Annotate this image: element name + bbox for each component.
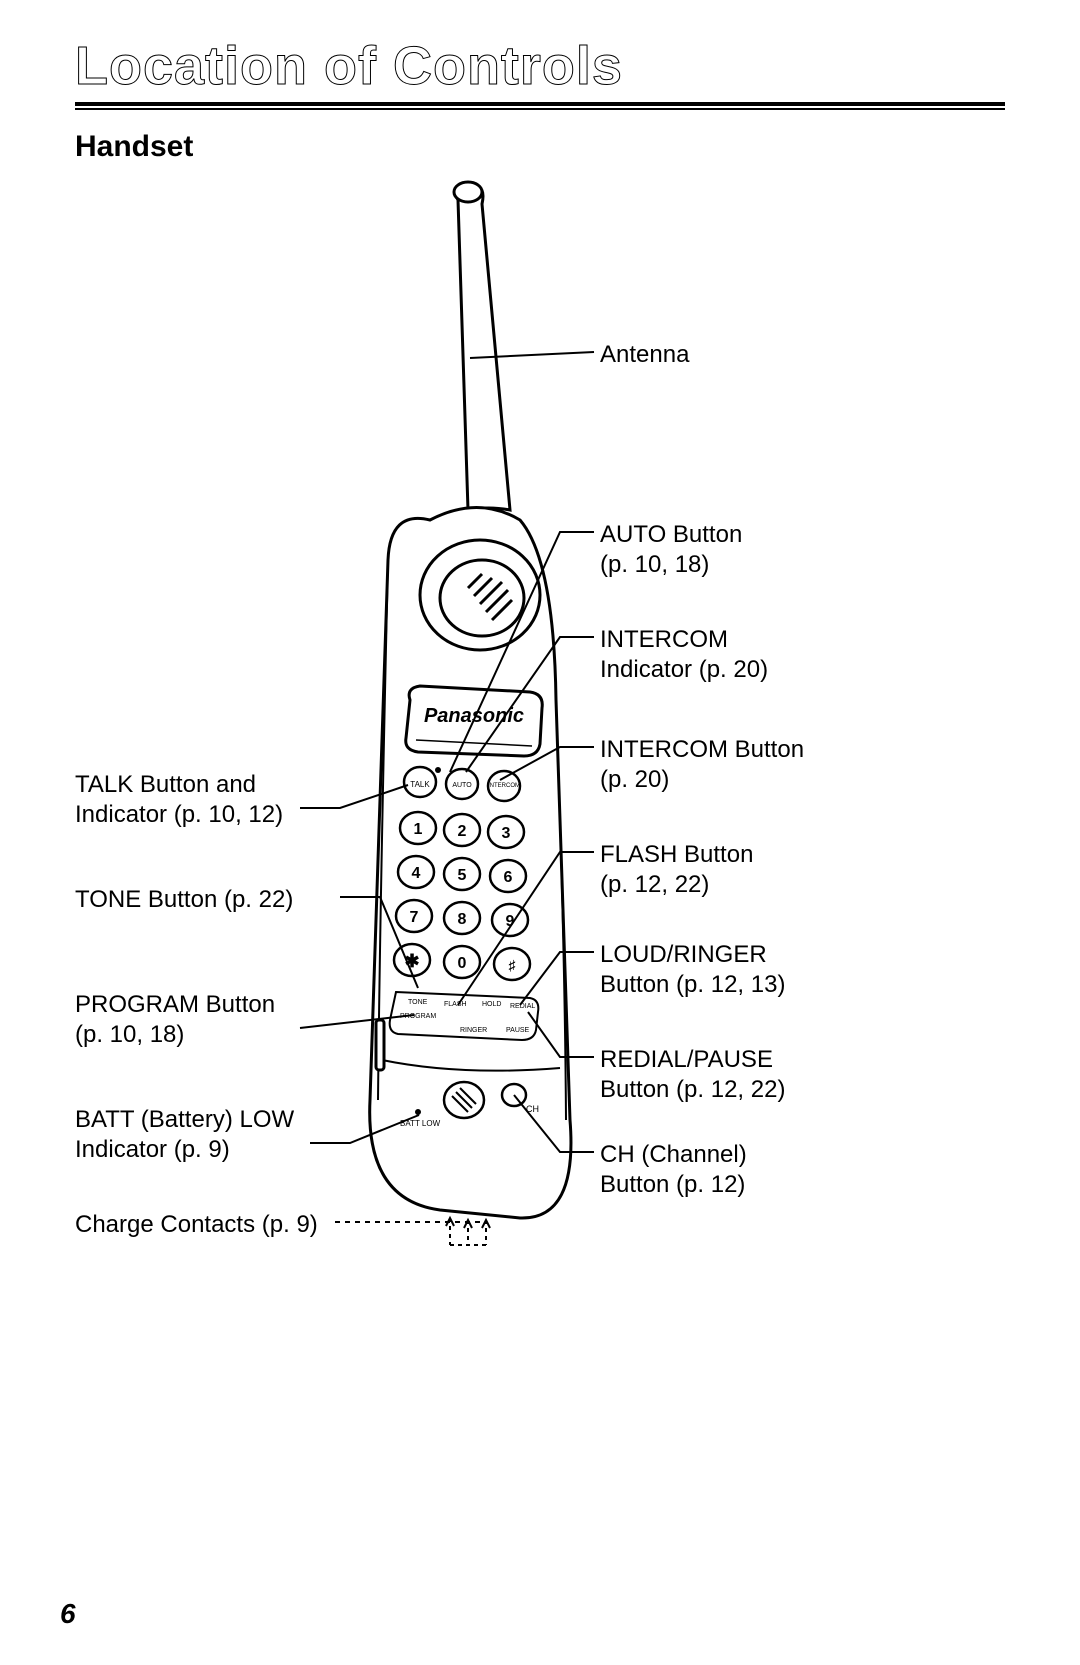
callout-intercom_btn: INTERCOM Button (p. 20): [600, 735, 804, 795]
svg-text:HOLD: HOLD: [482, 1001, 501, 1008]
svg-text:5: 5: [458, 867, 467, 884]
svg-text:TONE: TONE: [408, 999, 428, 1006]
callout-redial: REDIAL/PAUSE Button (p. 12, 22): [600, 1045, 785, 1105]
svg-text:1: 1: [414, 821, 423, 838]
earpiece-inner: [440, 560, 524, 636]
svg-text:INTERCOM: INTERCOM: [488, 783, 520, 789]
top-button-row: TALK AUTO INTERCOM: [404, 767, 520, 801]
svg-text:7: 7: [410, 909, 419, 926]
svg-text:2: 2: [458, 823, 467, 840]
svg-text:♯: ♯: [509, 957, 517, 973]
handset-diagram: Panasonic TALK AUTO INTERCOM 1 2 3: [0, 0, 1080, 1665]
antenna: [455, 186, 510, 510]
brand-text: Panasonic: [424, 705, 524, 727]
callout-ch: CH (Channel) Button (p. 12): [600, 1140, 747, 1200]
svg-text:REDIAL: REDIAL: [510, 1003, 535, 1010]
svg-text:RINGER: RINGER: [460, 1027, 487, 1034]
callout-talk: TALK Button and Indicator (p. 10, 12): [75, 770, 283, 830]
manual-page: Location of Controls Handset: [0, 0, 1080, 1665]
callout-intercom_ind: INTERCOM Indicator (p. 20): [600, 625, 768, 685]
callout-antenna: Antenna: [600, 340, 689, 370]
callout-flash: FLASH Button (p. 12, 22): [600, 840, 753, 900]
callout-tone: TONE Button (p. 22): [75, 885, 293, 915]
callout-battlow: BATT (Battery) LOW Indicator (p. 9): [75, 1105, 294, 1165]
side-switch: [376, 1020, 384, 1070]
svg-text:FLASH: FLASH: [444, 1001, 467, 1008]
svg-text:AUTO: AUTO: [452, 782, 472, 789]
callout-loud: LOUD/RINGER Button (p. 12, 13): [600, 940, 785, 1000]
svg-text:0: 0: [458, 955, 467, 972]
callout-auto: AUTO Button (p. 10, 18): [600, 520, 742, 580]
svg-text:6: 6: [504, 869, 513, 886]
svg-text:PAUSE: PAUSE: [506, 1027, 530, 1034]
svg-text:3: 3: [502, 825, 511, 842]
svg-text:4: 4: [412, 865, 421, 882]
callout-program: PROGRAM Button (p. 10, 18): [75, 990, 275, 1050]
antenna-tip: [454, 182, 482, 202]
svg-text:TALK: TALK: [410, 780, 430, 789]
page-number: 6: [60, 1598, 76, 1630]
callout-charge: Charge Contacts (p. 9): [75, 1210, 318, 1240]
svg-text:8: 8: [458, 911, 467, 928]
